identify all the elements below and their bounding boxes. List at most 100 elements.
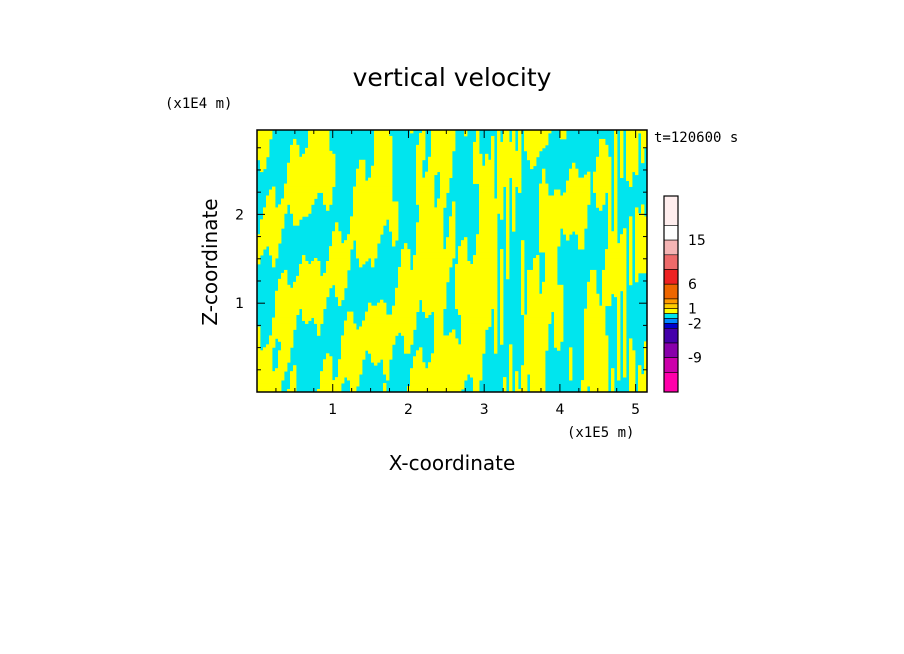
field-cell-positive: [500, 335, 504, 339]
field-cell-positive: [416, 231, 444, 235]
field-cell-positive: [332, 240, 342, 244]
field-cell-positive: [269, 246, 279, 250]
field-cell-positive: [617, 374, 621, 378]
field-cell-positive: [521, 299, 525, 304]
field-cell-positive: [635, 213, 645, 217]
field-cell-positive: [416, 150, 426, 155]
field-cell-positive: [446, 240, 456, 244]
field-cell-positive: [635, 278, 639, 283]
field-cell-positive: [626, 162, 639, 167]
colorbar-swatch: [663, 357, 679, 373]
field-cell-positive: [335, 222, 339, 226]
field-cell-positive: [257, 234, 282, 238]
field-cell-positive: [557, 347, 561, 351]
field-cell-positive: [554, 189, 561, 193]
field-cell-positive: [452, 201, 456, 205]
field-cell-positive: [620, 153, 624, 158]
field-cell-positive: [491, 135, 495, 140]
field-cell-positive: [629, 350, 636, 354]
field-cell-positive: [356, 255, 378, 259]
field-cell-positive: [494, 323, 498, 327]
field-cell-positive: [500, 308, 504, 313]
field-cell-positive: [461, 240, 468, 244]
field-cell-positive: [338, 368, 363, 372]
field-cell-positive: [410, 380, 465, 384]
field-cell-positive: [614, 186, 618, 190]
field-cell-positive: [296, 278, 348, 283]
field-cell-positive: [629, 237, 633, 241]
field-cell-positive: [293, 222, 300, 226]
field-cell-positive: [500, 287, 504, 292]
field-cell-positive: [524, 350, 546, 354]
field-cell-positive: [359, 261, 366, 265]
field-cell-positive: [323, 272, 348, 277]
field-cell-positive: [401, 261, 411, 265]
field-cell-positive: [410, 377, 468, 381]
x-tick-label: 1: [328, 402, 337, 418]
field-cell-positive: [359, 258, 369, 262]
field-cell-positive: [641, 138, 647, 143]
field-cell-positive: [407, 389, 462, 392]
field-cell-positive: [392, 311, 417, 315]
field-cell-positive: [638, 383, 647, 387]
field-cell-positive: [506, 263, 510, 268]
field-cell-positive: [428, 165, 453, 170]
field-cell-positive: [623, 308, 627, 313]
field-cell-positive: [308, 132, 330, 137]
field-cell-positive: [500, 278, 504, 283]
field-cell-positive: [521, 368, 546, 372]
field-cell-positive: [413, 255, 456, 259]
field-cell-positive: [542, 281, 558, 286]
field-cell-positive: [434, 350, 486, 354]
field-cell-positive: [290, 377, 297, 381]
field-cell-positive: [290, 383, 297, 387]
field-cell-positive: [629, 228, 633, 232]
field-cell-positive: [290, 147, 300, 152]
field-cell-positive: [587, 305, 606, 310]
field-cell-positive: [521, 365, 546, 369]
field-cell-positive: [272, 186, 276, 190]
field-cell-positive: [326, 261, 351, 265]
field-cell-positive: [395, 296, 447, 301]
field-cell-positive: [416, 237, 444, 241]
field-cell-positive: [257, 132, 273, 137]
field-cell-positive: [389, 225, 399, 229]
field-cell-positive: [614, 168, 618, 173]
field-cell-positive: [527, 150, 540, 155]
field-cell-positive: [260, 162, 267, 167]
field-cell-positive: [527, 272, 540, 277]
field-cell-positive: [614, 165, 618, 170]
field-cell-positive: [479, 222, 498, 226]
field-cell-positive: [614, 189, 618, 193]
field-cell-positive: [608, 237, 618, 241]
field-cell-positive: [473, 165, 495, 170]
field-cell-positive: [629, 341, 633, 345]
field-cell-positive: [497, 138, 501, 143]
field-cell-positive: [347, 317, 354, 321]
field-cell-positive: [359, 263, 363, 268]
field-cell-positive: [293, 368, 297, 372]
field-cell-positive: [494, 317, 498, 321]
field-cell-positive: [629, 359, 636, 363]
field-cell-positive: [356, 177, 366, 182]
field-cell-positive: [608, 192, 612, 196]
colorbar-frame: [663, 195, 679, 393]
field-cell-positive: [518, 132, 522, 137]
field-cell-positive: [500, 269, 504, 274]
field-cell-positive: [638, 368, 642, 372]
field-cell-positive: [350, 231, 384, 235]
field-cell-positive: [539, 246, 558, 250]
field-cell-positive: [302, 258, 306, 262]
field-cell-positive: [308, 130, 330, 134]
field-cell-positive: [419, 132, 426, 137]
field-cell-positive: [584, 344, 609, 348]
field-cell-positive: [263, 207, 288, 211]
field-cell-positive: [341, 356, 366, 360]
field-cell-positive: [317, 332, 321, 336]
field-cell-positive: [320, 380, 345, 384]
field-cell-positive: [410, 371, 483, 375]
field-cell-positive: [266, 344, 276, 348]
y-axis: 12: [235, 147, 647, 393]
field-cell-positive: [614, 201, 618, 205]
field-cell-positive: [278, 284, 291, 289]
